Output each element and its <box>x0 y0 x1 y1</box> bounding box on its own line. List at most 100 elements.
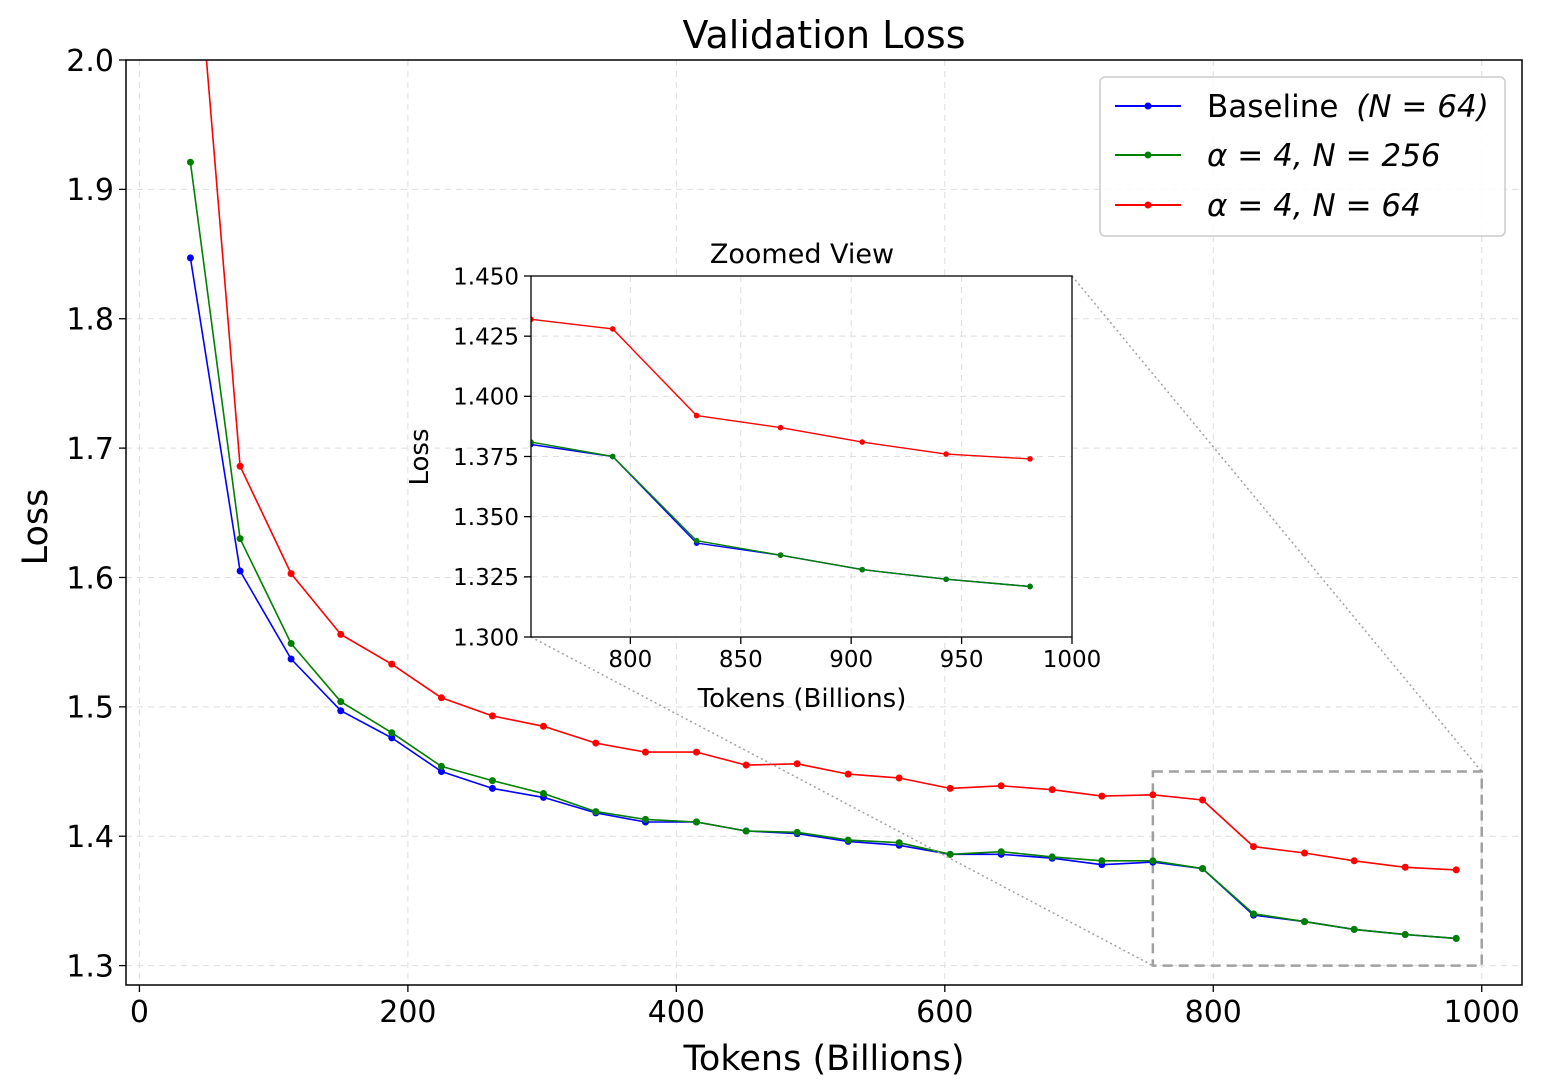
main-point-alpha4-n64 <box>1250 843 1258 851</box>
inset-series <box>27 278 1033 590</box>
main-y-tick-label: 1.5 <box>66 691 114 726</box>
main-series <box>186 60 1460 942</box>
inset-point-alpha4-n64 <box>111 285 117 291</box>
main-point-alpha4-n256 <box>1199 865 1207 873</box>
inset-point-alpha4-n64 <box>1027 456 1033 462</box>
inset-point-alpha4-n256 <box>943 576 949 583</box>
inset-x-tick-label: 850 <box>719 647 763 673</box>
main-point-alpha4-n64 <box>1149 791 1157 799</box>
legend-label-baseline: Baseline (N = 64) <box>1207 89 1489 125</box>
inset-x-tick-label: 950 <box>940 647 984 673</box>
main-y-ticks: 1.3 1.4 1.5 1.6 1.7 1.8 1.9 2.0 <box>66 44 126 984</box>
main-x-tick-label: 400 <box>648 995 705 1030</box>
main-point-alpha4-n64 <box>1301 849 1309 857</box>
inset-point-baseline <box>279 427 285 433</box>
inset-point-alpha4-n256 <box>363 432 369 438</box>
main-point-alpha4-n256 <box>692 818 700 826</box>
main-x-ticks: 0 200 400 600 800 1000 <box>130 985 1520 1030</box>
inset-y-tick-label: 1.350 <box>453 505 519 531</box>
main-point-alpha4-n256 <box>488 777 496 785</box>
legend: Baseline (N = 64) α = 4, N = 256 α = 4, … <box>1099 76 1506 237</box>
zoom-connectors <box>530 275 1483 967</box>
inset-series-line-alpha4-n64 <box>531 318 1031 460</box>
main-point-alpha4-n256 <box>1452 934 1460 942</box>
main-y-tick-label: 1.3 <box>66 949 114 984</box>
legend-entry-alpha4-n256: α = 4, N = 256 <box>1115 138 1441 174</box>
inset-point-alpha4-n256 <box>111 406 117 412</box>
main-point-alpha4-n64 <box>997 782 1005 790</box>
main-point-alpha4-n64 <box>1098 792 1106 800</box>
inset-y-tick-label: 1.375 <box>453 445 519 471</box>
main-y-tick-label: 1.8 <box>66 303 114 338</box>
legend-name-baseline: Baseline <box>1207 89 1338 125</box>
legend-frame <box>1099 76 1506 237</box>
main-point-alpha4-n256 <box>1149 857 1157 865</box>
main-point-alpha4-n64 <box>287 570 295 578</box>
main-x-tick-label: 0 <box>130 995 149 1030</box>
legend-entry-baseline: Baseline (N = 64) <box>1115 89 1489 125</box>
main-point-alpha4-n64 <box>742 761 750 769</box>
main-point-alpha4-n256 <box>844 836 852 844</box>
inset-point-alpha4-n256 <box>777 552 784 558</box>
zoom-region-box <box>1151 770 1483 967</box>
main-point-alpha4-n256 <box>1301 918 1309 926</box>
main-y-axis-label: Loss <box>16 489 56 566</box>
main-y-tick-label: 1.7 <box>66 432 114 467</box>
main-x-tick-label: 800 <box>1185 995 1242 1030</box>
main-point-alpha4-n256 <box>641 815 649 823</box>
legend-entry-alpha4-n64: α = 4, N = 64 <box>1115 188 1421 224</box>
main-point-alpha4-n64 <box>488 712 496 720</box>
zoom-box-rect <box>1151 770 1483 967</box>
main-point-alpha4-n256 <box>287 639 295 647</box>
inset-x-axis-label: Tokens (Billions) <box>697 684 907 714</box>
main-y-tick-label: 1.9 <box>66 173 114 208</box>
inset-point-baseline <box>111 410 117 416</box>
main-point-alpha4-n64 <box>895 774 903 782</box>
main-point-alpha4-n64 <box>1199 796 1207 804</box>
inset-series-line-baseline <box>531 443 1031 588</box>
legend-label-alpha4-n64: α = 4, N = 64 <box>1207 188 1421 224</box>
main-x-tick-label: 200 <box>379 995 436 1030</box>
main-point-alpha4-n256 <box>437 762 445 770</box>
main-point-alpha4-n256 <box>1098 857 1106 865</box>
inset-point-alpha4-n64 <box>609 326 616 332</box>
inset-chart: 800 850 900 950 1000 1.300 1.325 1.350 1.375 1.4… <box>27 239 1101 714</box>
connector-line-lower <box>530 636 1154 967</box>
main-point-baseline <box>388 734 396 742</box>
inset-x-tick-label: 800 <box>608 647 652 673</box>
inset-point-alpha4-n64 <box>859 439 866 445</box>
main-point-alpha4-n256 <box>946 850 954 858</box>
inset-point-alpha4-n64 <box>279 300 285 306</box>
main-point-alpha4-n64 <box>388 660 396 668</box>
main-point-baseline <box>236 567 244 575</box>
main-point-baseline <box>186 254 194 262</box>
inset-point-baseline <box>444 446 450 452</box>
inset-point-alpha4-n64 <box>27 278 33 284</box>
main-plot-frame <box>125 59 1523 986</box>
main-chart-title: Validation Loss <box>682 13 965 57</box>
main-point-alpha4-n256 <box>337 698 345 706</box>
connector-line-upper <box>1071 275 1483 773</box>
main-point-alpha4-n64 <box>1350 857 1358 865</box>
main-point-alpha4-n256 <box>236 535 244 543</box>
main-point-alpha4-n64 <box>539 722 547 730</box>
main-point-alpha4-n64 <box>692 748 700 756</box>
main-x-tick-label: 1000 <box>1444 995 1520 1030</box>
inset-y-tick-label: 1.325 <box>453 565 519 591</box>
main-y-tick-label: 1.4 <box>66 820 114 855</box>
main-point-alpha4-n64 <box>337 630 345 638</box>
legend-marker-baseline <box>1144 102 1152 110</box>
main-point-alpha4-n256 <box>539 790 547 798</box>
inset-point-alpha4-n64 <box>363 307 369 313</box>
legend-marker-alpha4-n64 <box>1144 201 1152 209</box>
main-y-tick-label: 1.6 <box>66 561 114 596</box>
main-series-line-baseline <box>189 257 1457 940</box>
main-point-alpha4-n256 <box>997 848 1005 856</box>
inset-y-ticks: 1.300 1.325 1.350 1.375 1.400 1.425 1.450 <box>453 264 531 651</box>
main-point-alpha4-n256 <box>388 729 396 737</box>
inset-point-alpha4-n256 <box>1027 583 1033 590</box>
main-x-axis-label: Tokens (Billions) <box>683 1039 965 1079</box>
main-point-alpha4-n256 <box>592 808 600 816</box>
main-point-alpha4-n256 <box>742 827 750 835</box>
